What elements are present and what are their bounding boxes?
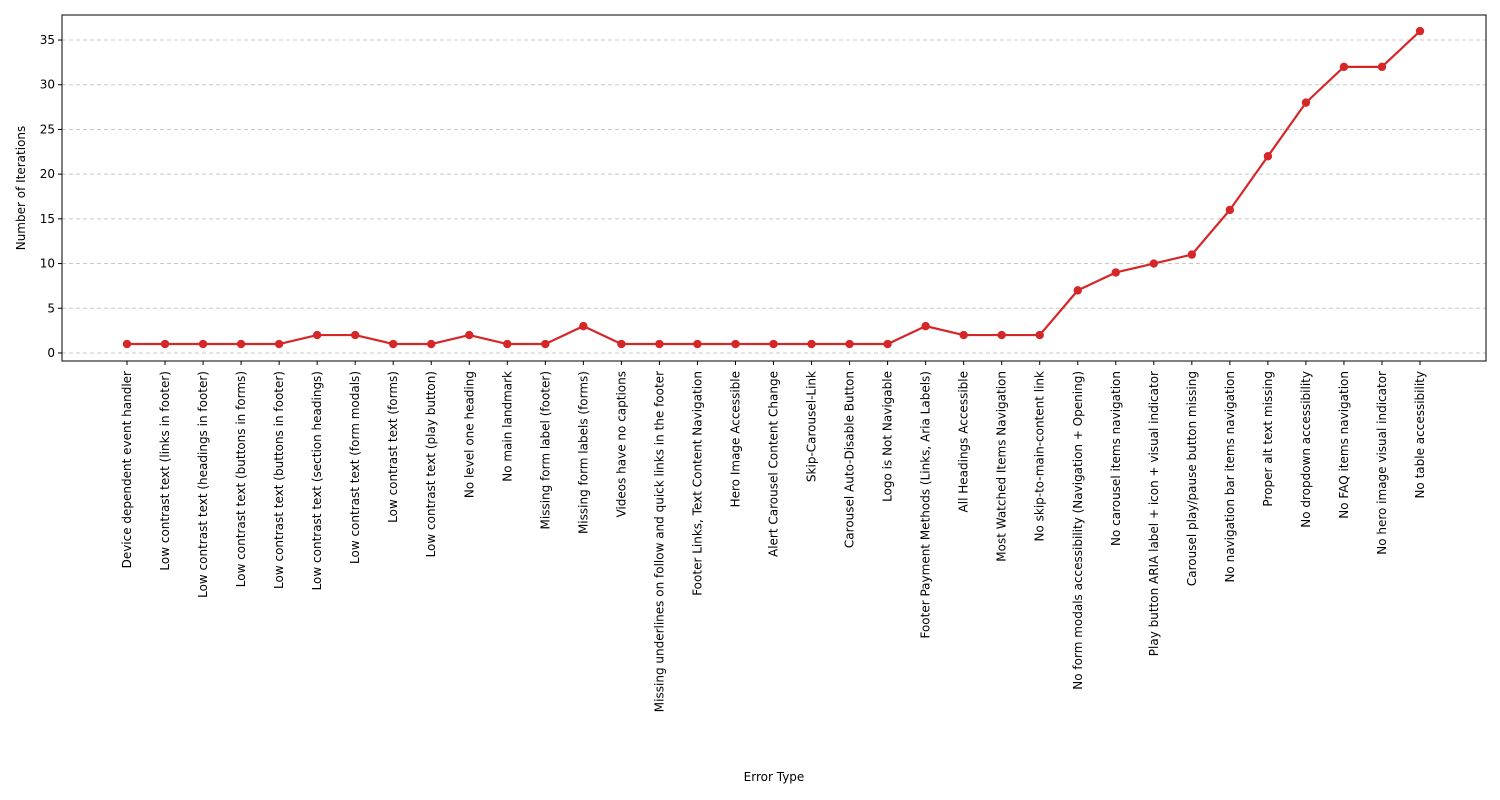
y-tick-label: 10 [40, 257, 55, 271]
y-tick-label: 20 [40, 167, 55, 181]
y-tick-label: 25 [40, 122, 55, 136]
x-tick-label: Low contrast text (section headings) [310, 371, 324, 590]
x-tick-label: Proper alt text missing [1261, 371, 1275, 507]
x-tick-label: Missing form label (footer) [538, 371, 552, 529]
x-tick-label: Device dependent event handler [120, 371, 134, 568]
data-point [1035, 330, 1044, 340]
data-point [1263, 152, 1273, 161]
y-tick-label: 15 [40, 212, 55, 226]
x-tick-label: Low contrast text (play button) [424, 371, 438, 557]
data-point [236, 339, 246, 349]
data-point [997, 330, 1006, 340]
data-point [1225, 205, 1235, 215]
x-tick-label: No level one heading [462, 371, 476, 498]
series-line [127, 30, 1421, 346]
x-tick-label: Most Watched Items Navigation [995, 371, 1009, 562]
x-tick-label: Low contrast text (buttons in footer) [272, 371, 286, 589]
x-tick-label: Missing form labels (forms) [576, 371, 590, 534]
x-tick-label: Footer Payment Methods (Links, Aria Labe… [919, 371, 933, 639]
x-tick-label: No hero image visual indicator [1375, 371, 1389, 555]
data-point [959, 330, 968, 340]
x-tick-label: Skip-Carousel-Link [805, 371, 819, 482]
data-point [122, 339, 132, 349]
data-point [541, 339, 550, 349]
data-point [350, 330, 360, 340]
data-point [1149, 259, 1159, 268]
x-tick-label: No form modals accessibility (Navigation… [1071, 371, 1085, 690]
x-tick-label: Missing underlines on follow and quick l… [652, 371, 666, 712]
data-point [198, 339, 208, 349]
x-tick-label: Play button ARIA label + icon + visual i… [1147, 371, 1161, 656]
data-point [1339, 62, 1349, 72]
gridlines [62, 39, 1486, 354]
x-tick-label: Carousel Auto-Disable Button [843, 371, 857, 548]
x-tick-label: No FAQ items navigation [1337, 371, 1351, 519]
x-tick-label: Carousel play/pause button missing [1185, 371, 1199, 586]
y-tick-label: 35 [40, 33, 55, 47]
x-tick-label: Alert Carousel Content Change [767, 371, 781, 557]
data-point [1187, 250, 1197, 259]
data-point [1377, 62, 1387, 72]
data-point [503, 339, 512, 349]
series-iterations [122, 26, 1425, 349]
data-point [1301, 98, 1311, 107]
x-tick-label: Low contrast text (forms) [386, 371, 400, 523]
data-point [1415, 26, 1425, 36]
data-point [845, 339, 854, 349]
data-point [921, 321, 930, 331]
y-tick-label: 5 [47, 301, 55, 315]
data-point [883, 339, 892, 349]
data-point [807, 339, 816, 349]
data-point [427, 339, 436, 349]
data-point [1073, 286, 1082, 295]
y-axis: 0 5 10 15 20 25 30 35 [40, 33, 62, 360]
data-point [465, 330, 474, 340]
x-tick-label: No dropdown accessibility [1299, 371, 1313, 528]
data-point [274, 339, 284, 349]
x-tick-label: No carousel items navigation [1109, 371, 1123, 546]
data-point [693, 339, 702, 349]
plot-frame [61, 14, 1487, 362]
data-point [769, 339, 778, 349]
data-point [579, 321, 588, 331]
data-point [655, 339, 664, 349]
x-tick-label: Low contrast text (form modals) [348, 371, 362, 564]
x-tick-label: No table accessibility [1413, 371, 1427, 499]
x-tick-label: Logo is Not Navigable [881, 371, 895, 502]
x-tick-label: Low contrast text (links in footer) [158, 371, 172, 571]
data-point [731, 339, 740, 349]
x-tick-label: Low contrast text (headings in footer) [196, 371, 210, 598]
x-tick-label: No skip-to-main-content link [1033, 371, 1047, 542]
x-tick-label: All Headings Accessible [957, 371, 971, 512]
data-point [1111, 268, 1120, 277]
data-point [389, 339, 398, 349]
data-point [160, 339, 170, 349]
x-tick-label: Videos have no captions [614, 371, 628, 518]
x-tick-label: Hero Image Accessible [728, 371, 742, 507]
x-tick-label: No navigation bar items navigation [1223, 371, 1237, 583]
x-axis-label: Error Type [744, 770, 805, 784]
y-tick-label: 0 [47, 346, 55, 360]
x-tick-label: Low contrast text (buttons in forms) [234, 371, 248, 587]
y-tick-label: 30 [40, 78, 55, 92]
x-tick-label: No main landmark [500, 371, 514, 482]
data-point [617, 339, 626, 349]
data-point [312, 330, 322, 340]
x-axis: Device dependent event handler Low contra… [120, 361, 1427, 712]
y-axis-label: Number of Iterations [14, 126, 28, 251]
x-tick-label: Footer Links, Text Content Navigation [690, 371, 704, 596]
